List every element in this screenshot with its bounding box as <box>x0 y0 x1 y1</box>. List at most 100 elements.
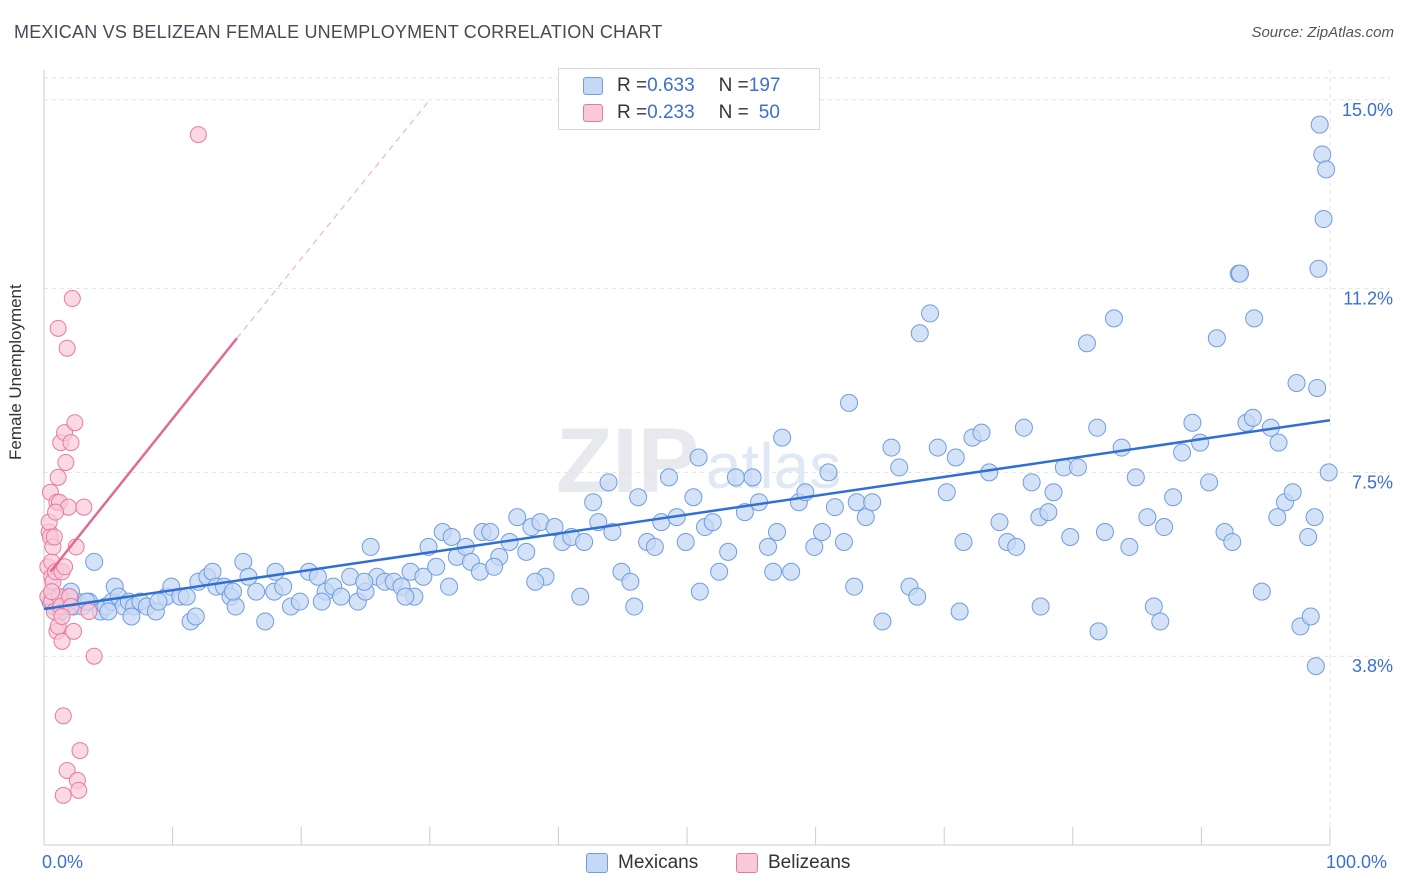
belizeans-point <box>63 290 81 308</box>
y-tick-labels: 3.8% 7.5% 11.2% 15.0% <box>1342 100 1393 676</box>
mexicans-point <box>1287 373 1306 392</box>
belizeans-point <box>53 632 71 650</box>
belizeans-legend-swatch <box>736 853 758 873</box>
y-tick-label: 3.8% <box>1352 656 1393 676</box>
mexicans-point <box>873 612 892 631</box>
belizeans-point <box>49 319 67 337</box>
mexicans-point <box>1310 115 1329 134</box>
mexicans-point <box>726 468 745 487</box>
mexicans-point <box>710 562 729 581</box>
mexicans-point <box>177 587 196 606</box>
y-axis-label: Female Unemployment <box>6 284 25 460</box>
legend-row-belizeans: R = 0.233 N = 50 <box>583 100 780 126</box>
mexicans-trend-line <box>43 419 1331 611</box>
mexicans-point <box>599 473 618 492</box>
mexicans-point <box>972 423 991 442</box>
mexicans-point <box>481 523 500 542</box>
mexicans-point <box>928 438 947 457</box>
mexicans-point <box>1183 413 1202 432</box>
legend-n-label: N = <box>718 75 749 96</box>
mexicans-point <box>847 493 866 512</box>
mexicans-point <box>1299 527 1318 546</box>
mexicans-swatch <box>583 77 603 95</box>
mexicans-point <box>946 448 965 467</box>
mexicans-point <box>845 577 864 596</box>
mexicans-point <box>1191 433 1210 452</box>
belizeans-point <box>66 414 84 432</box>
mexicans-point <box>1039 503 1058 522</box>
mexicans-point <box>768 523 787 542</box>
mexicans-point <box>440 577 459 596</box>
belizeans-legend-label: Belizeans <box>768 852 851 873</box>
mexicans-point <box>719 542 738 561</box>
mexicans-point <box>819 463 838 482</box>
mexicans-point <box>186 607 205 626</box>
mexicans-point <box>1301 607 1320 626</box>
mexicans-legend-swatch <box>586 853 608 873</box>
mexicans-point <box>652 513 671 532</box>
mexicans-point <box>526 572 545 591</box>
belizeans-point <box>75 498 93 516</box>
mexicans-point <box>1068 458 1087 477</box>
grid-lines <box>44 70 1390 845</box>
mexicans-point <box>203 562 222 581</box>
mexicans-point <box>575 532 594 551</box>
mexicans-point <box>99 602 118 621</box>
mexicans-point <box>1317 160 1336 179</box>
watermark-zip: ZIP <box>556 410 699 512</box>
mexicans-point <box>361 537 380 556</box>
mexicans-point <box>1308 378 1327 397</box>
mexicans-point <box>1126 468 1145 487</box>
legend-n-label: N = <box>718 102 749 123</box>
mexicans-point <box>1245 309 1264 328</box>
mexicans-point <box>1305 508 1324 527</box>
mexicans-point <box>703 513 722 532</box>
mexicans-point <box>910 324 929 343</box>
mexicans-point <box>921 304 940 323</box>
mexicans-point <box>274 577 293 596</box>
belizeans-point <box>56 558 74 576</box>
watermark-atlas: atlas <box>706 430 841 502</box>
legend-n-value-mexicans: 197 <box>748 75 781 96</box>
mexicans-point <box>1014 418 1033 437</box>
legend-n-value-belizeans: 50 <box>758 102 780 123</box>
axes <box>43 70 1331 846</box>
belizeans-point <box>70 781 88 799</box>
mexicans-point <box>908 587 927 606</box>
mexicans-point <box>1313 145 1332 164</box>
mexicans-point <box>1112 438 1131 457</box>
mexicans-point <box>690 582 709 601</box>
y-tick-label: 11.2% <box>1343 289 1393 309</box>
mexicans-point <box>1200 473 1219 492</box>
mexicans-point <box>625 597 644 616</box>
mexicans-point <box>882 438 901 457</box>
belizeans-trend-extension <box>236 99 431 339</box>
mexicans-point <box>1088 418 1107 437</box>
mexicans-point <box>1252 582 1271 601</box>
mexicans-point <box>645 537 664 556</box>
mexicans-point <box>1104 309 1123 328</box>
mexicans-point <box>442 527 461 546</box>
mexicans-point <box>414 567 433 586</box>
source-credit: Source: ZipAtlas.com <box>1251 24 1394 41</box>
mexicans-point <box>239 567 258 586</box>
belizeans-point <box>58 761 76 779</box>
mexicans-point <box>937 483 956 502</box>
belizeans-point <box>85 647 103 665</box>
legend-r-label: R = <box>617 75 648 96</box>
legend-r-label: R = <box>617 102 648 123</box>
belizeans-point <box>71 742 89 760</box>
mexicans-point <box>1173 443 1192 462</box>
mexicans-point <box>782 562 801 581</box>
mexicans-point <box>332 587 351 606</box>
mexicans-point <box>1207 329 1226 348</box>
mexicans-point <box>689 448 708 467</box>
mexicans-point <box>256 612 275 631</box>
belizeans-point <box>54 786 72 804</box>
legend-r-value-belizeans: 0.233 <box>647 102 695 123</box>
belizeans-swatch <box>583 104 603 122</box>
stats-legend: R = 0.633 N = 197 R = 0.233 N = 50 <box>558 68 820 130</box>
mexicans-point <box>990 513 1009 532</box>
belizeans-trend-line <box>49 337 238 573</box>
mexicans-point <box>1120 537 1139 556</box>
